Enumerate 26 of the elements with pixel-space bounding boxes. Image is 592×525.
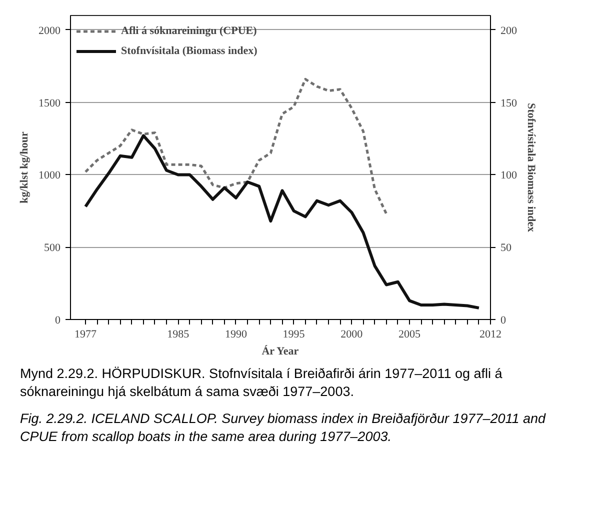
y-tick-label: 1500	[38, 97, 61, 110]
x-tick-label: 2005	[398, 328, 422, 340]
y2-tick-label: 100	[500, 170, 518, 182]
y-axis-title: kg/klst kg/hour	[18, 131, 30, 204]
caption: Fig. 2.29.2. ICELAND SCALLOP. Survey biomass index in Breiðafjörður 1977–2011 and CPUE from scallop boats in the same area during 1977–2003.	[20, 410, 547, 446]
y2-tick-label: 200	[500, 24, 518, 37]
line-series	[84, 78, 388, 216]
y2-tick-label: 50	[500, 242, 512, 254]
x-tick-label: 1977	[74, 328, 98, 340]
y-tick-label: 500	[44, 242, 61, 254]
x-axis-title: Ár Year	[262, 344, 299, 358]
y2-axis-title: Stofnvísitala Biomass index	[525, 103, 537, 232]
y-tick-label: 0	[55, 314, 61, 326]
x-tick-label: 1985	[167, 328, 190, 340]
x-tick-label: 2012	[480, 328, 502, 340]
line-series	[84, 134, 480, 310]
y2-tick-label: 0	[500, 314, 506, 326]
y-tick-label: 2000	[38, 24, 61, 37]
x-tick-label: 2000	[340, 328, 364, 340]
text: Mynd 2.29.2. HÖRPUDISKUR. Stofnvísitala í Breiðafirði árin 1977–2011 og afli á sóknareiningu hjá skelbátum á sama svæði 1977–2003.	[20, 365, 504, 400]
y2-tick-label: 150	[500, 97, 518, 110]
legend-label: Stofnvísitala (Biomass index)	[121, 45, 258, 57]
x-tick-label: 1990	[224, 328, 248, 340]
x-tick-label: 1995	[282, 328, 306, 340]
legend-label: Afli á sóknareiningu (CPUE)	[121, 25, 257, 37]
y-tick-label: 1000	[38, 170, 61, 182]
